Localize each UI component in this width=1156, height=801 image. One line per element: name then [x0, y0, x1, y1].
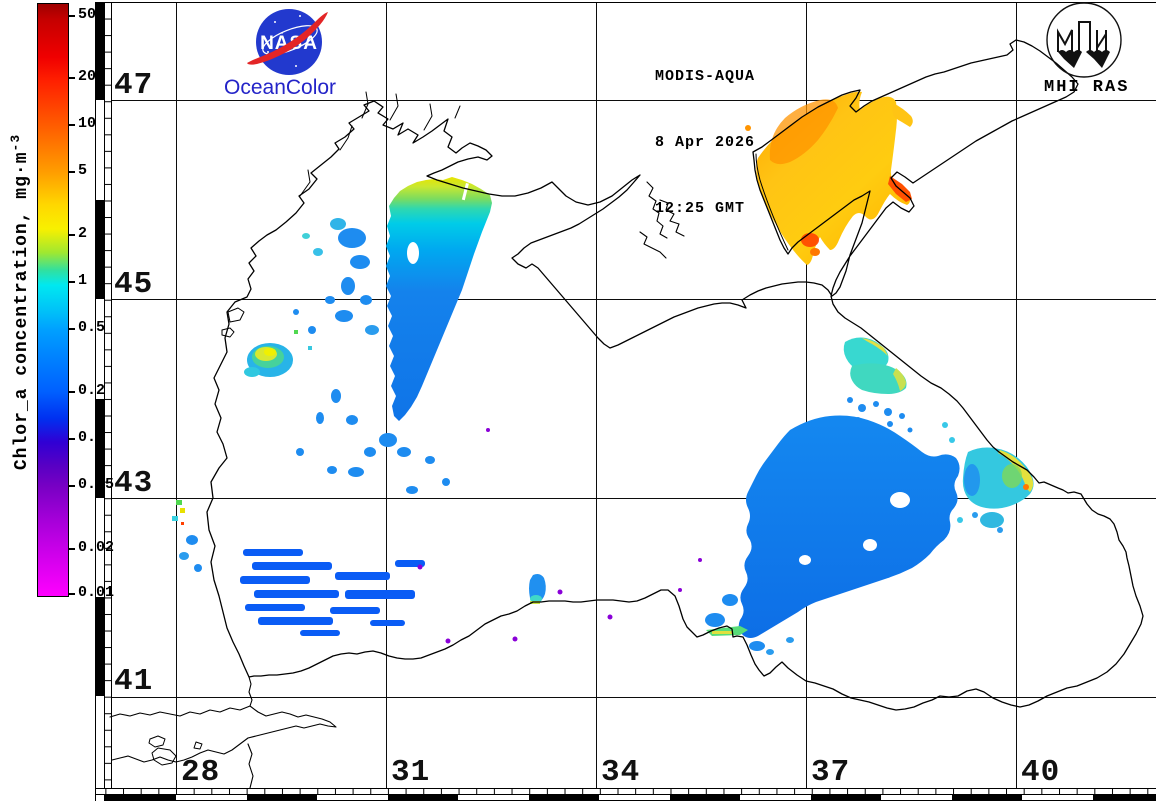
colorbar-tick-label: 5	[78, 162, 88, 180]
west-coast-dots	[172, 500, 202, 572]
lat-label-41: 41	[114, 664, 154, 699]
purple-specks	[417, 428, 765, 644]
colorbar	[37, 3, 69, 597]
colorbar-tick-label: 50	[78, 6, 97, 24]
colorbar-tick-label: 20	[78, 68, 97, 86]
marmara-coast	[109, 676, 337, 789]
colorbar-tick-label: 1	[78, 272, 88, 290]
arabat-spit	[755, 153, 789, 251]
colorbar-tick-label: 0.1	[78, 429, 106, 447]
colorbar-tick-label: 0.5	[78, 319, 106, 337]
lat-label-43: 43	[114, 466, 154, 501]
graticule	[111, 2, 1156, 788]
lon-label-40: 40	[1021, 755, 1061, 790]
mhi-ras-logo	[1046, 2, 1122, 78]
marmara-islands	[148, 735, 203, 766]
scene-time: 12:25 GMT	[655, 200, 746, 217]
dnieper-plume	[386, 177, 492, 421]
mhi-ras-label: MHI RAS	[1044, 78, 1130, 97]
satellite-name: MODIS-AQUA	[655, 68, 756, 85]
lat-label-47: 47	[114, 68, 154, 103]
danube-spot	[244, 330, 312, 377]
colorbar-tick-label: 0.01	[78, 584, 115, 602]
colorbar-tick-label: 0.05	[78, 476, 115, 494]
azov-bloom	[745, 91, 913, 266]
oceancolor-label: OceanColor	[224, 76, 337, 99]
colorbar-tick-label: 0.02	[78, 539, 115, 557]
lon-label-37: 37	[811, 755, 851, 790]
colorbar-tick	[68, 391, 75, 393]
colorbar-tick	[68, 171, 75, 173]
scene-date: 8 Apr 2026	[655, 134, 756, 151]
colorbar-tick	[68, 234, 75, 236]
lon-label-34: 34	[601, 755, 641, 790]
colorbar-tick-label: 0.2	[78, 382, 106, 400]
lon-label-31: 31	[391, 755, 431, 790]
nasa-swoosh	[247, 12, 328, 65]
danube-lakes	[221, 307, 245, 338]
sinop-spot	[529, 574, 546, 604]
nasa-logo: NASA	[247, 9, 328, 75]
map-frame-bottom	[95, 2, 1156, 801]
lon-label-28: 28	[181, 755, 221, 790]
colorbar-tick	[68, 281, 75, 283]
colorbar-tick	[68, 124, 75, 126]
sivash-lagoons	[639, 181, 685, 259]
chl-data-layer	[172, 91, 1034, 655]
colorbar-title: Chlor_a concentration, mg·m-3	[8, 133, 32, 471]
caucasus-patch	[957, 447, 1034, 533]
colorbar-tick	[68, 328, 75, 330]
lat-label-45: 45	[114, 267, 154, 302]
map-frame-left	[95, 2, 112, 801]
colorbar-tick	[68, 593, 75, 595]
limans	[299, 91, 461, 197]
coastline-main	[206, 39, 1144, 711]
scene-info: MODIS-AQUA 8 Apr 2026 12:25 GMT	[655, 22, 755, 264]
colorbar-tick-label: 2	[78, 225, 88, 243]
coastlines	[109, 39, 1144, 789]
sw-streaks	[240, 549, 425, 636]
colorbar-tick	[68, 485, 75, 487]
colorbar-tick	[68, 77, 75, 79]
colorbar-tick	[68, 548, 75, 550]
colorbar-tick	[68, 15, 75, 17]
colorbar-tick-label: 10	[78, 115, 97, 133]
eastern-basin-patch	[705, 415, 960, 655]
colorbar-title-exponent: -3	[8, 133, 23, 152]
colorbar-tick	[68, 438, 75, 440]
